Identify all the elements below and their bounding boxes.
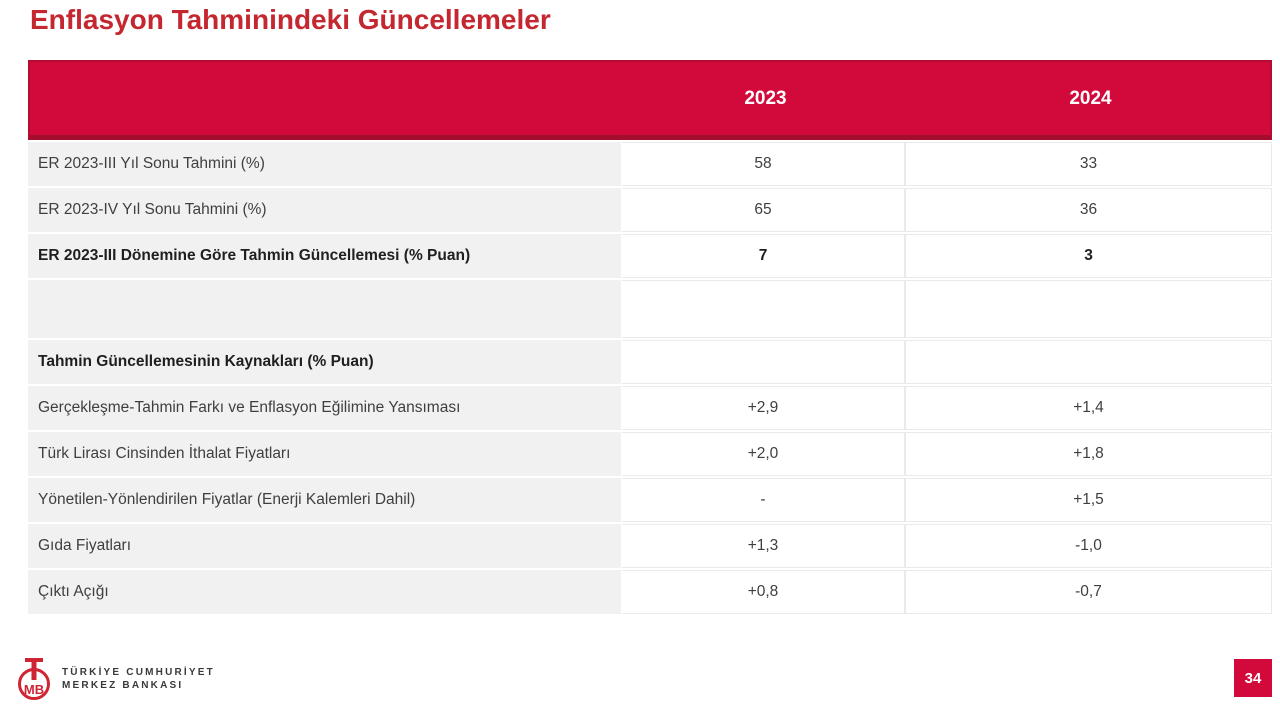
table-row-food-prices: Gıda Fiyatları +1,3 -1,0 bbox=[28, 524, 1272, 568]
row-label: Çıktı Açığı bbox=[28, 570, 621, 614]
column-header-2024: 2024 bbox=[1069, 87, 1112, 109]
table-row-realization-gap: Gerçekleşme-Tahmin Farkı ve Enflasyon Eğ… bbox=[28, 386, 1272, 430]
forecast-table: 2023 2024 ER 2023-III Yıl Sonu Tahmini (… bbox=[28, 60, 1272, 616]
table-body: ER 2023-III Yıl Sonu Tahmini (%) 58 33 E… bbox=[28, 142, 1272, 614]
tcmb-logo: MB TÜRKİYE CUMHURİYET MERKEZ BANKASI bbox=[14, 657, 215, 701]
row-label: Yönetilen-Yönlendirilen Fiyatlar (Enerji… bbox=[28, 478, 621, 522]
row-label: Türk Lirası Cinsinden İthalat Fiyatları bbox=[28, 432, 621, 476]
page-number-badge: 34 bbox=[1234, 659, 1272, 697]
table-row-sources-heading: Tahmin Güncellemesinin Kaynakları (% Pua… bbox=[28, 340, 1272, 384]
row-label: ER 2023-III Yıl Sonu Tahmini (%) bbox=[28, 142, 621, 186]
table-row-import-prices: Türk Lirası Cinsinden İthalat Fiyatları … bbox=[28, 432, 1272, 476]
column-header-blank bbox=[30, 62, 624, 135]
row-value-2023 bbox=[622, 280, 905, 338]
row-value-2023 bbox=[622, 340, 905, 384]
svg-text:MB: MB bbox=[24, 682, 44, 697]
row-value-2023: +2,0 bbox=[622, 432, 905, 476]
row-value-2023: - bbox=[622, 478, 905, 522]
row-label: Tahmin Güncellemesinin Kaynakları (% Pua… bbox=[28, 340, 621, 384]
column-header-2023: 2023 bbox=[744, 87, 787, 109]
row-value-2023: +0,8 bbox=[622, 570, 905, 614]
bank-name-line1: TÜRKİYE CUMHURİYET bbox=[62, 667, 215, 678]
row-value-2023: 7 bbox=[622, 234, 905, 278]
table-header-row: 2023 2024 bbox=[28, 60, 1272, 140]
row-value-2024 bbox=[905, 340, 1272, 384]
row-value-2024: +1,8 bbox=[905, 432, 1272, 476]
bank-name-line2: MERKEZ BANKASI bbox=[62, 680, 184, 691]
row-value-2024: -0,7 bbox=[905, 570, 1272, 614]
tcmb-emblem-icon: MB bbox=[18, 658, 50, 700]
row-value-2024: +1,5 bbox=[905, 478, 1272, 522]
table-row-spacer bbox=[28, 280, 1272, 338]
table-row-er2023-4: ER 2023-IV Yıl Sonu Tahmini (%) 65 36 bbox=[28, 188, 1272, 232]
row-value-2024: 36 bbox=[905, 188, 1272, 232]
row-value-2024: +1,4 bbox=[905, 386, 1272, 430]
table-row-er2023-3: ER 2023-III Yıl Sonu Tahmini (%) 58 33 bbox=[28, 142, 1272, 186]
row-label: Gıda Fiyatları bbox=[28, 524, 621, 568]
row-value-2023: 65 bbox=[622, 188, 905, 232]
row-value-2023: +2,9 bbox=[622, 386, 905, 430]
table-row-output-gap: Çıktı Açığı +0,8 -0,7 bbox=[28, 570, 1272, 614]
row-label: ER 2023-IV Yıl Sonu Tahmini (%) bbox=[28, 188, 621, 232]
bank-name: TÜRKİYE CUMHURİYET MERKEZ BANKASI bbox=[62, 666, 215, 692]
row-label: ER 2023-III Dönemine Göre Tahmin Güncell… bbox=[28, 234, 621, 278]
row-value-2024: -1,0 bbox=[905, 524, 1272, 568]
table-row-administered-prices: Yönetilen-Yönlendirilen Fiyatlar (Enerji… bbox=[28, 478, 1272, 522]
row-value-2024: 33 bbox=[905, 142, 1272, 186]
row-label: Gerçekleşme-Tahmin Farkı ve Enflasyon Eğ… bbox=[28, 386, 621, 430]
page-title: Enflasyon Tahminindeki Güncellemeler bbox=[30, 4, 551, 35]
row-value-2023: +1,3 bbox=[622, 524, 905, 568]
row-label bbox=[28, 280, 621, 338]
row-value-2024 bbox=[905, 280, 1272, 338]
row-value-2023: 58 bbox=[622, 142, 905, 186]
row-value-2024: 3 bbox=[905, 234, 1272, 278]
table-row-update-total: ER 2023-III Dönemine Göre Tahmin Güncell… bbox=[28, 234, 1272, 278]
